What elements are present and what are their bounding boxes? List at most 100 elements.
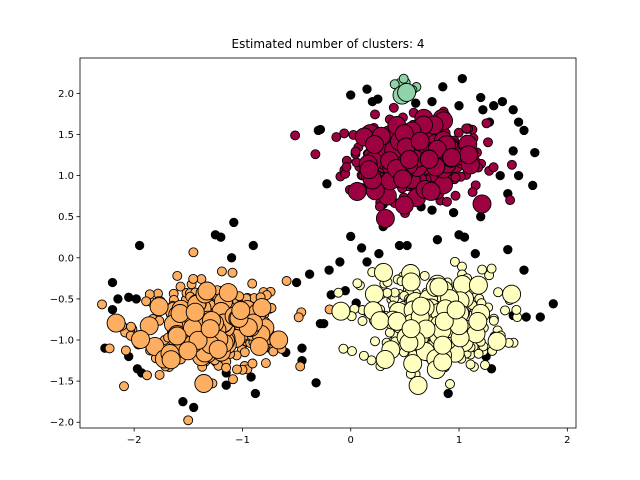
cluster-1-border-point-180 bbox=[295, 361, 306, 372]
cluster-2-core-point-11 bbox=[364, 284, 384, 304]
cluster-3-core-point-1 bbox=[397, 82, 417, 102]
cluster-0-border-point-223 bbox=[506, 159, 517, 170]
cluster-0-border-point-221 bbox=[467, 187, 478, 198]
cluster-1-border-point-253 bbox=[232, 364, 242, 375]
cluster-1-border-point-210 bbox=[228, 374, 238, 385]
cluster-2-border-point-6 bbox=[338, 343, 349, 354]
cluster-1-border-point-114 bbox=[97, 299, 107, 310]
noise-point-50 bbox=[335, 257, 345, 267]
noise-point-28 bbox=[216, 232, 226, 242]
noise-point-77 bbox=[495, 170, 505, 181]
cluster-1-core-point-30 bbox=[269, 330, 289, 350]
noise-point-65 bbox=[457, 73, 467, 84]
cluster-1-border-point-220 bbox=[281, 276, 292, 286]
noise-point-27 bbox=[248, 240, 258, 251]
cluster-2-core-point-19 bbox=[375, 349, 395, 369]
cluster-1-core-point-90 bbox=[200, 319, 220, 339]
cluster-2-border-point-217 bbox=[347, 346, 357, 357]
cluster-1-core-point-48 bbox=[194, 374, 214, 393]
cluster-2-border-point-57 bbox=[500, 305, 510, 316]
noise-point-43 bbox=[521, 312, 531, 322]
cluster-0-core-point-55 bbox=[459, 145, 479, 165]
cluster-0-border-point-175 bbox=[290, 130, 301, 141]
cluster-1-border-point-63 bbox=[260, 358, 271, 369]
cluster-0-border-point-237 bbox=[481, 118, 492, 129]
cluster-1-border-point-185 bbox=[172, 270, 183, 281]
cluster-2-core-point-78 bbox=[374, 262, 393, 282]
cluster-2-core-point-16 bbox=[403, 354, 423, 374]
x-tick-label: −2 bbox=[127, 435, 142, 446]
cluster-2-border-point-221 bbox=[445, 379, 455, 389]
cluster-2-border-point-84 bbox=[493, 287, 504, 298]
noise-point-56 bbox=[315, 124, 326, 135]
cluster-1-border-point-169 bbox=[247, 358, 258, 369]
cluster-0-core-point-88 bbox=[393, 169, 413, 189]
x-axis-ticks: −2 −1 0 1 2 bbox=[127, 428, 571, 446]
cluster-2-border-point-52 bbox=[449, 256, 460, 267]
noise-point-44 bbox=[535, 312, 545, 322]
cluster-0-border-point-167 bbox=[461, 123, 472, 134]
cluster-0-border-point-14 bbox=[453, 127, 464, 138]
noise-point-40 bbox=[503, 244, 513, 255]
noise-point-80 bbox=[530, 147, 540, 158]
chart-title: Estimated number of clusters: 4 bbox=[231, 37, 424, 51]
cluster-2-core-point-67 bbox=[411, 296, 431, 316]
noise-point-88 bbox=[448, 207, 459, 218]
y-tick-label: 1.0 bbox=[58, 171, 74, 182]
cluster-1-core-point-78 bbox=[249, 336, 269, 356]
cluster-2-core-point-76 bbox=[434, 311, 454, 331]
y-axis-ticks: −2.0 −1.5 −1.0 −0.5 0.0 0.5 1.0 1.5 2.0 bbox=[50, 89, 80, 429]
noise-point-75 bbox=[508, 146, 518, 156]
cluster-0-border-point-122 bbox=[331, 132, 342, 143]
cluster-0-core-point-86 bbox=[365, 135, 384, 154]
noise-point-69 bbox=[489, 101, 499, 111]
cluster-2-border-point-82 bbox=[480, 360, 490, 370]
noise-point-13 bbox=[250, 388, 261, 399]
cluster-2-core-point-79 bbox=[446, 300, 466, 320]
cluster-1-core-point-58 bbox=[161, 350, 181, 370]
cluster-1-border-point-93 bbox=[119, 381, 129, 392]
noise-point-60 bbox=[373, 94, 383, 104]
y-tick-label: −2.0 bbox=[50, 418, 74, 429]
noise-point-1 bbox=[107, 277, 118, 288]
noise-point-3 bbox=[107, 304, 118, 315]
noise-point-4 bbox=[124, 292, 134, 302]
x-tick-label: 1 bbox=[456, 435, 462, 446]
cluster-1-core-point-83 bbox=[208, 339, 228, 359]
noise-point-79 bbox=[528, 180, 538, 191]
cluster-2-core-point-74 bbox=[401, 272, 421, 292]
cluster-0-core-point-25 bbox=[394, 195, 414, 215]
cluster-1-core-point-81 bbox=[131, 330, 150, 349]
cluster-1-core-point-72 bbox=[106, 313, 126, 333]
y-tick-label: 0.5 bbox=[58, 212, 74, 223]
noise-point-71 bbox=[508, 105, 518, 115]
noise-point-67 bbox=[476, 92, 486, 103]
cluster-2-core-point-77 bbox=[433, 335, 453, 355]
cluster-2-border-point-136 bbox=[477, 264, 488, 275]
noise-point-12 bbox=[221, 380, 231, 390]
cluster-2-core-point-49 bbox=[331, 301, 351, 321]
cluster-2-border-point-16 bbox=[333, 287, 344, 298]
noise-point-10 bbox=[189, 402, 199, 413]
noise-point-35 bbox=[402, 240, 412, 251]
noise-point-31 bbox=[356, 243, 367, 253]
x-tick-label: 0 bbox=[348, 435, 354, 446]
cluster-0-border-point-244 bbox=[310, 149, 321, 160]
y-tick-label: 1.5 bbox=[58, 130, 74, 141]
noise-point-5 bbox=[131, 294, 141, 304]
cluster-1-border-point-67 bbox=[104, 343, 115, 354]
cluster-1-border-point-151 bbox=[154, 369, 165, 380]
cluster-1-core-point-79 bbox=[252, 298, 272, 318]
cluster-2-core-point-37 bbox=[468, 275, 488, 295]
cluster-2-core-point-70 bbox=[408, 375, 428, 395]
noise-point-48 bbox=[443, 388, 453, 399]
cluster-2-core-point-75 bbox=[429, 277, 449, 297]
cluster-0-border-point-98 bbox=[370, 109, 380, 120]
x-tick-label: 2 bbox=[564, 435, 570, 446]
cluster-0-border-point-257 bbox=[341, 162, 352, 172]
cluster-0-border-point-185 bbox=[488, 162, 499, 173]
noise-point-22 bbox=[304, 269, 315, 279]
cluster-1-border-point-144 bbox=[221, 362, 232, 373]
